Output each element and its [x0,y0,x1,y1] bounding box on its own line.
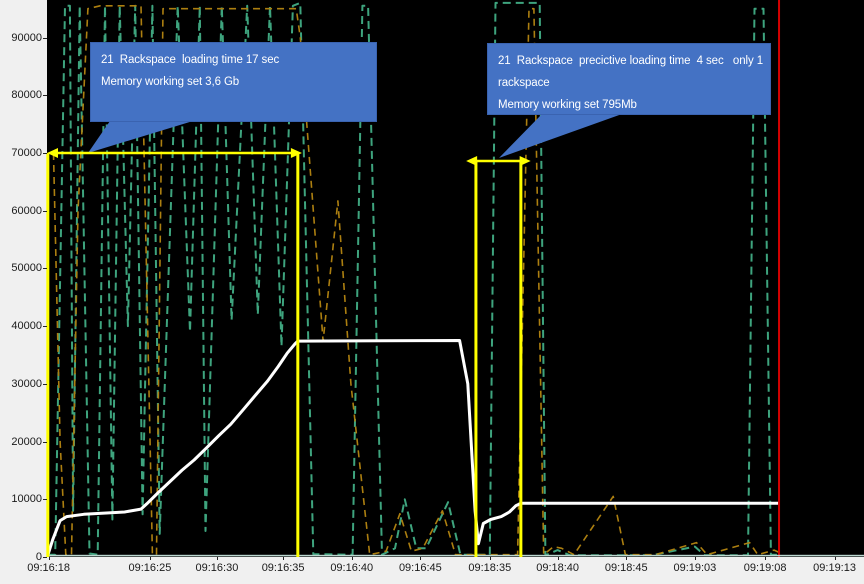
y-tick-mark [43,211,47,212]
x-tick-label: 09:19:08 [743,562,787,574]
y-tick-label: 10000 [11,493,42,506]
y-tick-label: 60000 [11,204,42,217]
x-tick-mark [352,557,353,560]
chart-svg [46,0,864,557]
y-tick-label: 40000 [11,320,42,333]
load-duration-4s-arrowhead-left [466,156,478,167]
series-white-solid [46,339,779,556]
x-tick-label: 09:18:35 [468,562,512,574]
x-tick-label: 09:16:40 [330,562,374,574]
series-group [46,1,780,557]
load-duration-17s-arrowhead-left [47,147,58,158]
y-tick-mark [43,557,47,558]
x-tick-label: 09:16:18 [27,562,71,574]
x-tick-label: 09:18:40 [536,562,580,574]
x-tick-label: 09:16:25 [128,562,172,574]
callout-text-line: rackspace [498,77,550,89]
y-tick-mark [43,268,47,269]
y-tick-mark [43,95,47,96]
callout-text-line: Memory working set 795Mb [498,99,637,111]
x-tick-mark [49,557,50,560]
measure-annotations [46,147,531,557]
callout-loading-time-17s: 21 Rackspace loading time 17 sec Memory … [90,42,377,122]
load-duration-4s-arrowhead-right [519,156,531,167]
x-tick-mark [490,557,491,560]
y-tick-mark [43,442,47,443]
y-tick-mark [43,153,47,154]
y-tick-label: 80000 [11,89,42,102]
x-tick-label: 09:16:35 [261,562,305,574]
x-tick-mark [558,557,559,560]
y-tick-label: 20000 [11,435,42,448]
baseline-strip [47,554,864,557]
callout-text-line: 21 Rackspace precictive loading time 4 s… [498,55,763,67]
x-tick-mark [283,557,284,560]
series-teal-dashed [47,1,779,557]
callout-predictive-loading-4s: 21 Rackspace precictive loading time 4 s… [487,43,771,115]
x-tick-mark [695,557,696,560]
callout1-tail [88,121,193,153]
x-tick-mark [835,557,836,560]
x-tick-mark [150,557,151,560]
y-tick-label: 0 [35,551,42,563]
y-tick-mark [43,499,47,500]
x-tick-label: 09:16:45 [398,562,442,574]
x-tick-mark [626,557,627,560]
callout-text-line: Memory working set 3,6 Gb [101,76,240,88]
x-tick-label: 09:19:13 [813,562,856,574]
y-tick-label: 70000 [11,146,42,159]
x-tick-label: 09:18:45 [604,562,648,574]
y-tick-label: 30000 [11,377,42,390]
y-tick-label: 50000 [11,262,42,275]
y-tick-mark [43,38,47,39]
x-tick-mark [217,557,218,560]
x-tick-label: 09:19:03 [673,562,717,574]
x-tick-label: 09:16:30 [195,562,239,574]
load-duration-17s-arrowhead-right [290,147,302,158]
series-orange-dashed [52,5,780,556]
y-tick-mark [43,326,47,327]
callout-text-line: 21 Rackspace loading time 17 sec [101,54,280,66]
x-tick-mark [765,557,766,560]
y-tick-label: 90000 [11,31,42,44]
callout2-tail [499,114,622,158]
x-tick-mark [420,557,421,560]
y-tick-mark [43,384,47,385]
